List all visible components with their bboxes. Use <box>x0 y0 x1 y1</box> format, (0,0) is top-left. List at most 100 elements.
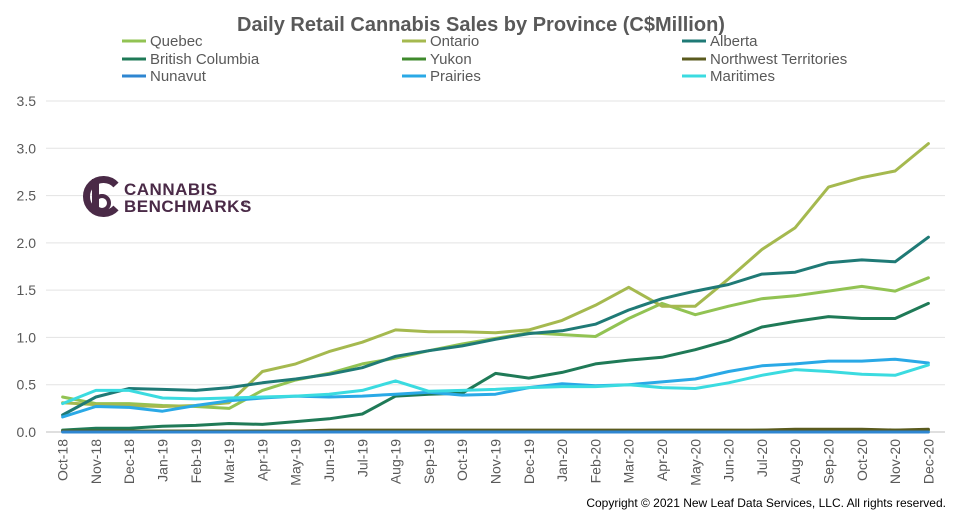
data-point <box>794 431 797 434</box>
data-point <box>228 407 231 410</box>
data-point <box>660 431 663 434</box>
data-point <box>361 366 364 369</box>
legend-label: Ontario <box>430 33 479 50</box>
data-point <box>794 428 797 431</box>
legend-item: Maritimes <box>682 68 775 85</box>
data-point <box>594 304 597 307</box>
data-point <box>394 431 397 434</box>
legend-label: British Columbia <box>150 51 260 68</box>
data-point <box>594 385 597 388</box>
x-tick-label: Aug-20 <box>787 439 803 484</box>
series-nunavut <box>61 430 930 434</box>
data-point <box>494 331 497 334</box>
data-point <box>927 363 930 366</box>
data-point <box>261 396 264 399</box>
series-line <box>61 357 930 419</box>
x-tick-label: Dec-19 <box>521 439 537 484</box>
x-tick-label: Apr-20 <box>654 439 670 481</box>
data-point <box>827 186 830 189</box>
data-point <box>727 381 730 384</box>
series-line <box>61 301 930 432</box>
x-tick-label: Jun-20 <box>721 439 737 482</box>
data-point <box>594 362 597 365</box>
data-point <box>694 387 697 390</box>
data-point <box>461 344 464 347</box>
data-point <box>194 404 197 407</box>
x-tick-label: Mar-20 <box>621 439 637 484</box>
data-point <box>228 422 231 425</box>
data-point <box>228 386 231 389</box>
data-point <box>328 393 331 396</box>
legend-item: Quebec <box>122 33 203 50</box>
data-point <box>827 315 830 318</box>
data-point <box>61 402 64 405</box>
data-point <box>228 396 231 399</box>
x-tick-label: Feb-20 <box>587 439 603 484</box>
legend-item: British Columbia <box>122 51 260 68</box>
data-point <box>627 431 630 434</box>
data-point <box>660 305 663 308</box>
logo-icon <box>82 176 119 217</box>
data-point <box>427 390 430 393</box>
data-point <box>860 317 863 320</box>
data-point <box>161 388 164 391</box>
data-point <box>161 425 164 428</box>
data-point <box>361 413 364 416</box>
x-tick-label: Oct-18 <box>55 439 71 481</box>
data-point <box>727 283 730 286</box>
data-point <box>128 406 131 409</box>
data-point <box>427 349 430 352</box>
data-point <box>794 368 797 371</box>
y-tick-label: 1.0 <box>17 329 37 345</box>
data-point <box>694 378 697 381</box>
legend-label: Prairies <box>430 68 481 85</box>
data-point <box>94 427 97 430</box>
data-point <box>894 374 897 377</box>
data-point <box>361 395 364 398</box>
copyright-text: Copyright © 2021 New Leaf Data Services,… <box>586 496 946 510</box>
data-point <box>328 396 331 399</box>
x-tick-label: Jun-19 <box>321 439 337 482</box>
data-point <box>627 309 630 312</box>
data-point <box>894 290 897 293</box>
y-tick-label: 3.5 <box>17 93 37 109</box>
data-point <box>927 302 930 305</box>
data-point <box>594 431 597 434</box>
data-point <box>627 286 630 289</box>
data-point <box>760 374 763 377</box>
data-point <box>694 290 697 293</box>
data-point <box>328 373 331 376</box>
data-point <box>694 431 697 434</box>
data-point <box>561 371 564 374</box>
data-point <box>328 350 331 353</box>
x-tick-label: Nov-20 <box>887 439 903 484</box>
data-point <box>261 389 264 392</box>
data-point <box>527 431 530 434</box>
legend-label: Maritimes <box>710 68 775 85</box>
x-tick-label: Dec-20 <box>920 439 936 484</box>
data-point <box>827 428 830 431</box>
data-point <box>860 258 863 261</box>
data-point <box>660 386 663 389</box>
data-point <box>527 377 530 380</box>
data-point <box>561 382 564 385</box>
data-point <box>561 329 564 332</box>
data-point <box>228 399 231 402</box>
data-point <box>727 305 730 308</box>
data-point <box>228 431 231 434</box>
data-point <box>860 431 863 434</box>
x-tick-label: Mar-19 <box>221 439 237 484</box>
data-point <box>461 330 464 333</box>
series-line <box>61 363 930 406</box>
data-point <box>694 348 697 351</box>
data-point <box>461 389 464 392</box>
data-point <box>527 386 530 389</box>
data-point <box>361 389 364 392</box>
data-point <box>494 372 497 375</box>
data-point <box>660 297 663 300</box>
data-point <box>527 328 530 331</box>
data-point <box>794 362 797 365</box>
data-point <box>827 261 830 264</box>
data-point <box>794 226 797 229</box>
data-point <box>394 393 397 396</box>
